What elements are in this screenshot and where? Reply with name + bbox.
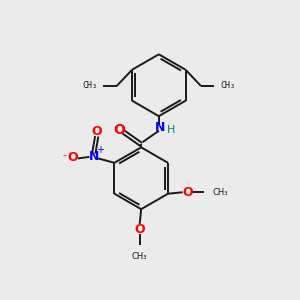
Text: H: H <box>167 125 176 135</box>
Text: O: O <box>92 125 102 138</box>
Text: N: N <box>155 121 166 134</box>
Text: -: - <box>62 150 66 160</box>
Text: O: O <box>183 186 193 199</box>
Text: +: + <box>96 146 104 155</box>
Text: CH₃: CH₃ <box>132 252 147 261</box>
Text: N: N <box>88 150 99 164</box>
Text: CH₃: CH₃ <box>212 188 228 197</box>
Text: O: O <box>134 223 145 236</box>
Text: O: O <box>67 151 78 164</box>
Text: O: O <box>113 123 125 137</box>
Text: CH₃: CH₃ <box>220 82 235 91</box>
Text: CH₃: CH₃ <box>82 82 98 91</box>
